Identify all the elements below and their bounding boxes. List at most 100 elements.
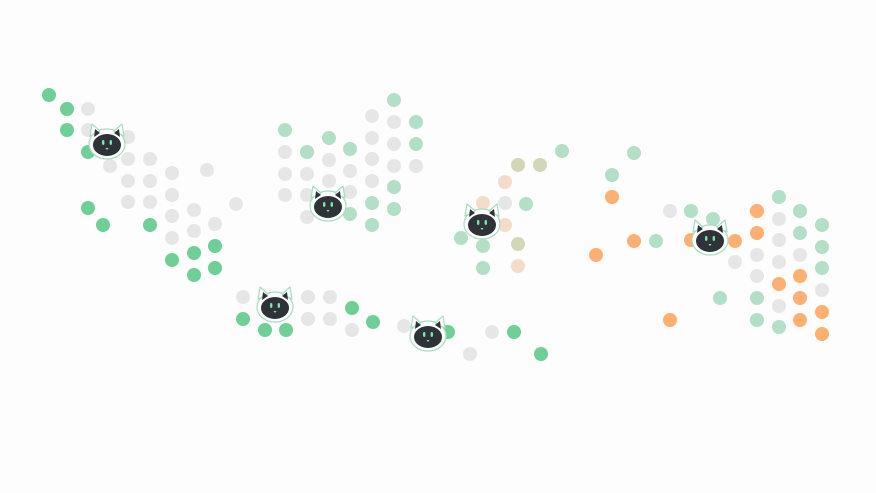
grid-dot[interactable] xyxy=(387,93,401,107)
grid-dot[interactable] xyxy=(143,152,157,166)
cat-4-icon[interactable] xyxy=(409,315,447,352)
grid-dot[interactable] xyxy=(793,269,807,283)
grid-dot[interactable] xyxy=(300,188,314,202)
grid-dot[interactable] xyxy=(165,209,179,223)
grid-dot[interactable] xyxy=(387,180,401,194)
grid-dot[interactable] xyxy=(60,123,74,137)
grid-dot[interactable] xyxy=(454,231,468,245)
grid-dot[interactable] xyxy=(519,197,533,211)
grid-dot[interactable] xyxy=(121,152,135,166)
grid-dot[interactable] xyxy=(627,146,641,160)
grid-dot[interactable] xyxy=(684,204,698,218)
grid-dot[interactable] xyxy=(121,195,135,209)
grid-dot[interactable] xyxy=(750,226,764,240)
grid-dot[interactable] xyxy=(278,188,292,202)
grid-dot[interactable] xyxy=(387,202,401,216)
grid-dot[interactable] xyxy=(200,163,214,177)
grid-dot[interactable] xyxy=(476,239,490,253)
grid-dot[interactable] xyxy=(589,248,603,262)
grid-dot[interactable] xyxy=(208,217,222,231)
grid-dot[interactable] xyxy=(278,123,292,137)
grid-dot[interactable] xyxy=(750,313,764,327)
grid-dot[interactable] xyxy=(713,291,727,305)
grid-dot[interactable] xyxy=(42,88,56,102)
grid-dot[interactable] xyxy=(365,152,379,166)
grid-dot[interactable] xyxy=(815,218,829,232)
grid-dot[interactable] xyxy=(300,167,314,181)
grid-dot[interactable] xyxy=(208,239,222,253)
grid-dot[interactable] xyxy=(772,299,786,313)
grid-dot[interactable] xyxy=(236,312,250,326)
grid-dot[interactable] xyxy=(534,347,548,361)
grid-dot[interactable] xyxy=(507,325,521,339)
grid-dot[interactable] xyxy=(343,142,357,156)
grid-dot[interactable] xyxy=(187,246,201,260)
grid-dot[interactable] xyxy=(229,197,243,211)
grid-dot[interactable] xyxy=(750,291,764,305)
grid-dot[interactable] xyxy=(343,207,357,221)
grid-dot[interactable] xyxy=(187,268,201,282)
grid-dot[interactable] xyxy=(476,261,490,275)
grid-dot[interactable] xyxy=(815,283,829,297)
grid-dot[interactable] xyxy=(236,290,250,304)
grid-dot[interactable] xyxy=(706,212,720,226)
grid-dot[interactable] xyxy=(187,224,201,238)
grid-dot[interactable] xyxy=(103,159,117,173)
grid-dot[interactable] xyxy=(345,323,359,337)
grid-dot[interactable] xyxy=(409,137,423,151)
grid-dot[interactable] xyxy=(81,102,95,116)
grid-dot[interactable] xyxy=(772,277,786,291)
grid-dot[interactable] xyxy=(793,204,807,218)
grid-dot[interactable] xyxy=(322,153,336,167)
grid-dot[interactable] xyxy=(511,259,525,273)
grid-dot[interactable] xyxy=(793,226,807,240)
grid-dot[interactable] xyxy=(627,234,641,248)
grid-dot[interactable] xyxy=(750,204,764,218)
grid-dot[interactable] xyxy=(397,319,411,333)
grid-dot[interactable] xyxy=(663,204,677,218)
cat-1-icon[interactable] xyxy=(88,123,126,160)
grid-dot[interactable] xyxy=(60,102,74,116)
grid-dot[interactable] xyxy=(387,115,401,129)
grid-dot[interactable] xyxy=(815,305,829,319)
cat-6-icon[interactable] xyxy=(691,219,729,256)
grid-dot[interactable] xyxy=(605,190,619,204)
grid-dot[interactable] xyxy=(143,218,157,232)
grid-dot[interactable] xyxy=(463,347,477,361)
grid-dot[interactable] xyxy=(300,145,314,159)
grid-dot[interactable] xyxy=(81,201,95,215)
grid-dot[interactable] xyxy=(208,261,222,275)
grid-dot[interactable] xyxy=(793,313,807,327)
grid-dot[interactable] xyxy=(750,248,764,262)
grid-dot[interactable] xyxy=(322,174,336,188)
grid-dot[interactable] xyxy=(365,131,379,145)
grid-dot[interactable] xyxy=(815,240,829,254)
grid-dot[interactable] xyxy=(728,234,742,248)
grid-dot[interactable] xyxy=(498,196,512,210)
grid-dot[interactable] xyxy=(365,218,379,232)
grid-dot[interactable] xyxy=(387,159,401,173)
grid-dot[interactable] xyxy=(511,237,525,251)
grid-dot[interactable] xyxy=(300,210,314,224)
grid-dot[interactable] xyxy=(772,320,786,334)
grid-dot[interactable] xyxy=(409,115,423,129)
grid-dot[interactable] xyxy=(301,290,315,304)
grid-dot[interactable] xyxy=(533,158,547,172)
grid-dot[interactable] xyxy=(322,131,336,145)
grid-dot[interactable] xyxy=(476,196,490,210)
grid-dot[interactable] xyxy=(279,323,293,337)
grid-dot[interactable] xyxy=(772,190,786,204)
cat-5-icon[interactable] xyxy=(463,203,501,240)
grid-dot[interactable] xyxy=(815,261,829,275)
grid-dot[interactable] xyxy=(96,218,110,232)
grid-dot[interactable] xyxy=(165,188,179,202)
grid-dot[interactable] xyxy=(605,168,619,182)
grid-dot[interactable] xyxy=(343,164,357,178)
grid-dot[interactable] xyxy=(498,218,512,232)
grid-dot[interactable] xyxy=(555,144,569,158)
grid-dot[interactable] xyxy=(387,137,401,151)
grid-dot[interactable] xyxy=(772,212,786,226)
grid-dot[interactable] xyxy=(121,174,135,188)
grid-dot[interactable] xyxy=(165,253,179,267)
grid-dot[interactable] xyxy=(143,195,157,209)
